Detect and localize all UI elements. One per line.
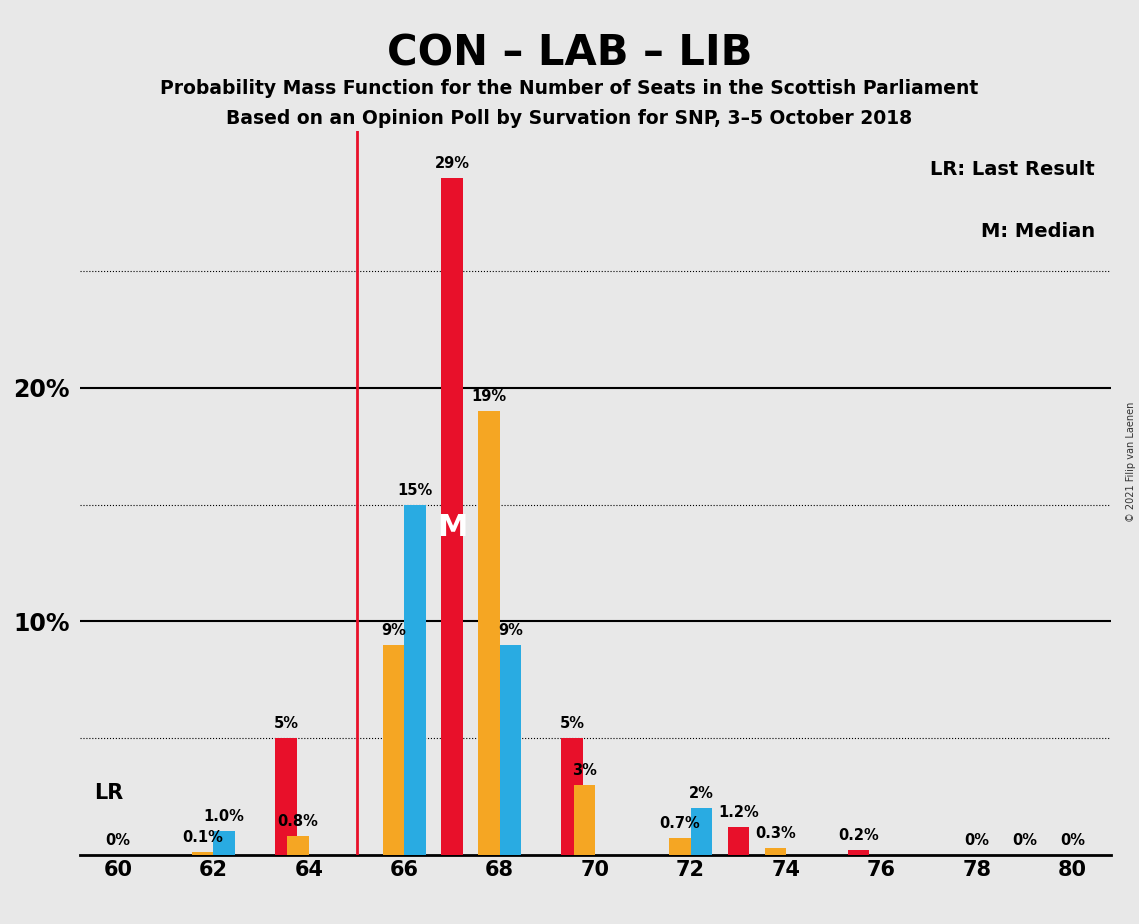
- Text: © 2021 Filip van Laenen: © 2021 Filip van Laenen: [1125, 402, 1136, 522]
- Text: 9%: 9%: [382, 623, 405, 638]
- Text: 0%: 0%: [106, 833, 130, 847]
- Text: 1.0%: 1.0%: [204, 809, 245, 824]
- Bar: [213, 832, 235, 855]
- Bar: [690, 808, 712, 855]
- Text: 0.2%: 0.2%: [838, 828, 879, 843]
- Text: 29%: 29%: [434, 156, 469, 171]
- Text: 1.2%: 1.2%: [718, 805, 759, 820]
- Bar: [441, 178, 462, 855]
- Text: M: M: [436, 514, 467, 542]
- Bar: [276, 738, 296, 855]
- Bar: [287, 836, 309, 855]
- Text: CON – LAB – LIB: CON – LAB – LIB: [387, 32, 752, 74]
- Bar: [404, 505, 426, 855]
- Text: 0.3%: 0.3%: [755, 826, 796, 841]
- Text: 0.1%: 0.1%: [182, 831, 223, 845]
- Text: 3%: 3%: [572, 762, 597, 778]
- Bar: [847, 850, 869, 855]
- Text: Probability Mass Function for the Number of Seats in the Scottish Parliament: Probability Mass Function for the Number…: [161, 79, 978, 98]
- Text: 9%: 9%: [498, 623, 523, 638]
- Bar: [728, 827, 749, 855]
- Text: LR: LR: [95, 784, 123, 803]
- Bar: [764, 847, 786, 855]
- Text: 15%: 15%: [398, 482, 433, 498]
- Bar: [669, 838, 690, 855]
- Bar: [500, 645, 522, 855]
- Text: Based on an Opinion Poll by Survation for SNP, 3–5 October 2018: Based on an Opinion Poll by Survation fo…: [227, 109, 912, 128]
- Text: 19%: 19%: [472, 389, 507, 405]
- Text: 0%: 0%: [1013, 833, 1038, 847]
- Bar: [383, 645, 404, 855]
- Text: LR: Last Result: LR: Last Result: [931, 160, 1095, 179]
- Text: 5%: 5%: [559, 716, 584, 731]
- Text: 0%: 0%: [1060, 833, 1084, 847]
- Text: 0.8%: 0.8%: [278, 814, 319, 829]
- Text: 0.7%: 0.7%: [659, 817, 700, 832]
- Text: M: Median: M: Median: [981, 222, 1095, 240]
- Bar: [191, 852, 213, 855]
- Text: 2%: 2%: [689, 786, 714, 801]
- Bar: [574, 784, 596, 855]
- Bar: [478, 411, 500, 855]
- Bar: [562, 738, 583, 855]
- Text: 5%: 5%: [273, 716, 298, 731]
- Text: 0%: 0%: [965, 833, 990, 847]
